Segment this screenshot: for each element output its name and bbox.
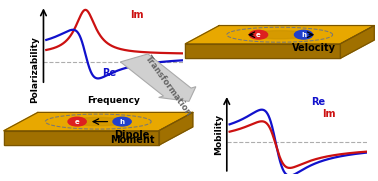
Text: Polarizability: Polarizability — [31, 36, 40, 103]
Text: Frequency: Frequency — [87, 96, 140, 105]
Text: Velocity: Velocity — [292, 43, 336, 53]
Text: Re: Re — [311, 97, 325, 107]
FancyArrow shape — [121, 54, 196, 101]
Circle shape — [249, 30, 268, 39]
Text: h: h — [301, 32, 306, 38]
Circle shape — [113, 117, 131, 126]
Polygon shape — [185, 44, 340, 58]
Ellipse shape — [70, 117, 127, 126]
Text: Re: Re — [102, 68, 116, 78]
Circle shape — [294, 30, 313, 39]
Circle shape — [68, 117, 86, 126]
Text: Im: Im — [322, 110, 335, 119]
Polygon shape — [185, 26, 374, 44]
Text: e: e — [256, 32, 261, 38]
Text: Im: Im — [130, 10, 144, 20]
Polygon shape — [4, 131, 159, 145]
Polygon shape — [4, 112, 193, 131]
Polygon shape — [159, 112, 193, 145]
Text: Transformation: Transformation — [143, 54, 193, 118]
Polygon shape — [340, 26, 374, 58]
Text: Mobility: Mobility — [214, 113, 223, 155]
Text: Moment: Moment — [110, 136, 155, 146]
Ellipse shape — [251, 31, 308, 39]
Text: e: e — [75, 119, 79, 125]
Text: h: h — [119, 119, 125, 125]
Text: Dipole: Dipole — [115, 130, 150, 140]
